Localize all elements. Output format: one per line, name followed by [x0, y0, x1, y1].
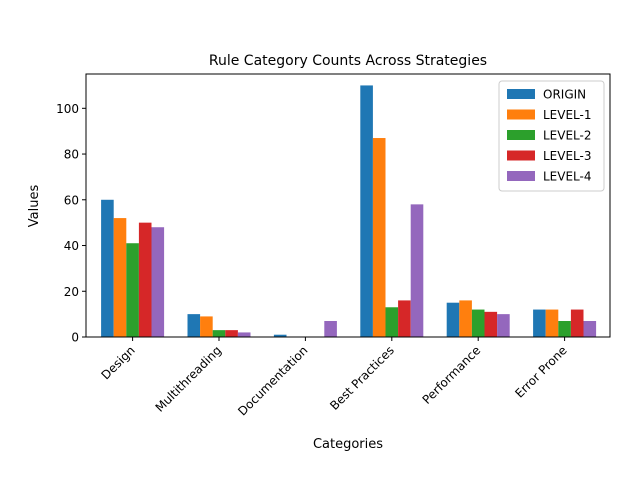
bar-level-1-design — [113, 218, 127, 337]
legend-label-level-1: LEVEL-1 — [543, 108, 592, 122]
y-tick-label: 20 — [64, 285, 79, 299]
bar-level-4-error-prone — [583, 320, 597, 337]
bar-level-4-performance — [497, 314, 510, 337]
bar-level-4-multithreading — [237, 332, 251, 337]
y-axis: 0 20 40 60 80 100 — [56, 102, 86, 345]
bar-level-2-design — [126, 243, 139, 337]
legend: ORIGIN LEVEL-1 LEVEL-2 LEVEL-3 LEVEL-4 — [498, 80, 605, 192]
legend-label-level-2: LEVEL-2 — [543, 129, 592, 143]
legend-swatch-level-3 — [507, 150, 535, 161]
legend-label-level-4: LEVEL-4 — [543, 170, 592, 184]
bar-level-4-design — [151, 227, 165, 337]
legend-swatch-level-4 — [507, 171, 535, 181]
bar-origin-design — [101, 199, 114, 337]
y-tick-label: 60 — [64, 193, 79, 207]
y-tick-label: 80 — [64, 148, 79, 162]
legend-swatch-origin — [507, 89, 535, 99]
bar-level-1-best-practices — [372, 138, 386, 337]
legend-label-origin: ORIGIN — [543, 88, 586, 102]
bar-level-3-multithreading — [225, 330, 238, 337]
bar-origin-multithreading — [187, 314, 201, 337]
legend-box — [498, 80, 605, 192]
x-axis-label: Categories — [313, 437, 383, 452]
bar-level-1-performance — [459, 300, 472, 337]
bars-group — [101, 85, 597, 338]
bar-level-4-best-practices — [410, 204, 424, 337]
bar-level-2-best-practices — [385, 307, 399, 337]
plot-frame — [85, 73, 611, 338]
bar-origin-documentation — [273, 334, 287, 337]
legend-label-level-3: LEVEL-3 — [543, 149, 592, 163]
bar-level-3-error-prone — [570, 309, 584, 337]
bar-level-1-error-prone — [545, 309, 559, 337]
y-tick-label: 100 — [56, 102, 79, 116]
bar-origin-best-practices — [360, 85, 373, 338]
y-tick-label: 40 — [64, 239, 79, 253]
bar-level-2-multithreading — [212, 330, 226, 337]
bar-level-3-performance — [484, 311, 498, 337]
chart-title: Rule Category Counts Across Strategies — [209, 53, 487, 69]
y-tick-label: 0 — [71, 331, 79, 345]
bar-origin-error-prone — [533, 309, 546, 337]
legend-swatch-level-1 — [507, 109, 535, 120]
bar-level-1-multithreading — [200, 316, 213, 337]
y-axis-label: Values — [27, 185, 42, 228]
bar-level-3-design — [138, 222, 152, 337]
bar-level-2-performance — [471, 309, 485, 337]
bar-level-3-best-practices — [398, 300, 411, 337]
legend-swatch-level-2 — [507, 130, 535, 140]
bar-level-4-documentation — [324, 320, 337, 337]
bar-origin-performance — [446, 302, 460, 337]
bar-level-2-error-prone — [558, 320, 571, 337]
